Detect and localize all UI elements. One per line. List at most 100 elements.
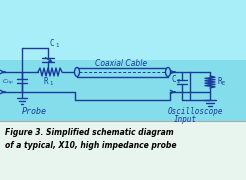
Bar	[0, 73, 246, 74]
Bar	[0, 65, 246, 66]
Text: 1: 1	[55, 43, 58, 48]
Bar	[0, 7, 246, 8]
Bar	[0, 57, 246, 58]
Bar	[0, 10, 246, 11]
Text: Coaxial Cable: Coaxial Cable	[95, 59, 147, 68]
Bar	[0, 45, 246, 46]
Bar	[0, 47, 246, 48]
Bar	[0, 32, 246, 33]
Bar	[0, 0, 246, 60]
Bar	[0, 5, 246, 6]
Bar	[0, 46, 246, 47]
Bar	[0, 21, 246, 22]
Bar	[0, 98, 246, 99]
Text: 2: 2	[177, 79, 180, 84]
Bar	[0, 60, 246, 61]
Bar	[0, 43, 246, 44]
Bar	[0, 2, 246, 3]
Bar	[0, 22, 246, 23]
Text: R: R	[217, 77, 222, 86]
Bar	[0, 25, 246, 26]
Bar	[0, 28, 246, 29]
Ellipse shape	[75, 68, 79, 76]
Bar	[0, 63, 246, 64]
Bar	[0, 12, 246, 13]
Text: Input: Input	[174, 115, 197, 124]
Bar	[0, 52, 246, 53]
Bar	[0, 17, 246, 18]
Bar	[0, 24, 246, 25]
Bar	[0, 48, 246, 49]
Bar	[0, 110, 246, 111]
Bar	[0, 112, 246, 113]
Bar	[0, 116, 246, 117]
Bar	[0, 44, 246, 45]
Bar	[0, 31, 246, 32]
Bar	[0, 14, 246, 15]
Bar	[0, 40, 246, 41]
Bar	[0, 1, 246, 2]
Bar	[0, 56, 246, 57]
Text: $C_{tip}$: $C_{tip}$	[2, 78, 14, 88]
Text: C: C	[172, 75, 177, 84]
Bar	[0, 58, 246, 59]
Bar	[0, 92, 246, 93]
Bar	[0, 71, 246, 72]
Bar	[0, 41, 246, 42]
Bar	[0, 93, 246, 94]
Bar	[0, 121, 246, 180]
Bar	[0, 113, 246, 114]
Bar	[0, 34, 246, 35]
Bar	[0, 23, 246, 24]
Bar	[0, 96, 246, 97]
Bar	[0, 103, 246, 104]
Bar	[0, 105, 246, 106]
Text: Oscilloscope: Oscilloscope	[168, 107, 224, 116]
Bar	[0, 36, 246, 37]
Bar	[0, 49, 246, 50]
Bar	[0, 39, 246, 40]
Bar	[0, 26, 246, 27]
Text: of a typical, X10, high impedance probe: of a typical, X10, high impedance probe	[5, 141, 176, 150]
Bar	[0, 33, 246, 34]
Bar	[0, 1, 246, 121]
Bar	[0, 85, 246, 86]
Bar	[0, 111, 246, 112]
Bar	[0, 8, 246, 9]
Bar	[0, 89, 246, 90]
Ellipse shape	[166, 68, 170, 76]
Bar	[0, 68, 246, 69]
Bar	[0, 83, 246, 84]
Text: C: C	[50, 39, 55, 48]
Bar	[0, 30, 246, 31]
Bar	[0, 9, 246, 10]
Bar	[0, 75, 246, 76]
Bar	[0, 61, 246, 62]
Bar	[0, 101, 246, 102]
Bar	[0, 50, 246, 51]
Bar	[0, 15, 246, 16]
Bar	[0, 115, 246, 116]
Bar	[0, 106, 246, 107]
Bar	[0, 62, 246, 63]
Text: R: R	[44, 77, 49, 86]
Bar	[0, 11, 246, 12]
Bar	[0, 42, 246, 43]
Bar	[0, 90, 246, 91]
Bar	[0, 102, 246, 103]
Bar	[0, 55, 246, 56]
Bar	[0, 117, 246, 118]
Bar	[0, 0, 246, 1]
Bar	[0, 16, 246, 17]
Bar	[0, 6, 246, 7]
Bar	[0, 19, 246, 20]
Text: 1: 1	[49, 81, 52, 86]
Bar	[0, 108, 246, 109]
Bar	[0, 84, 246, 85]
Bar	[0, 120, 246, 121]
Bar	[0, 67, 246, 68]
Bar	[0, 99, 246, 100]
Bar	[0, 66, 246, 67]
Bar	[0, 3, 246, 4]
Text: Figure 3. Simplified schematic diagram: Figure 3. Simplified schematic diagram	[5, 128, 174, 137]
